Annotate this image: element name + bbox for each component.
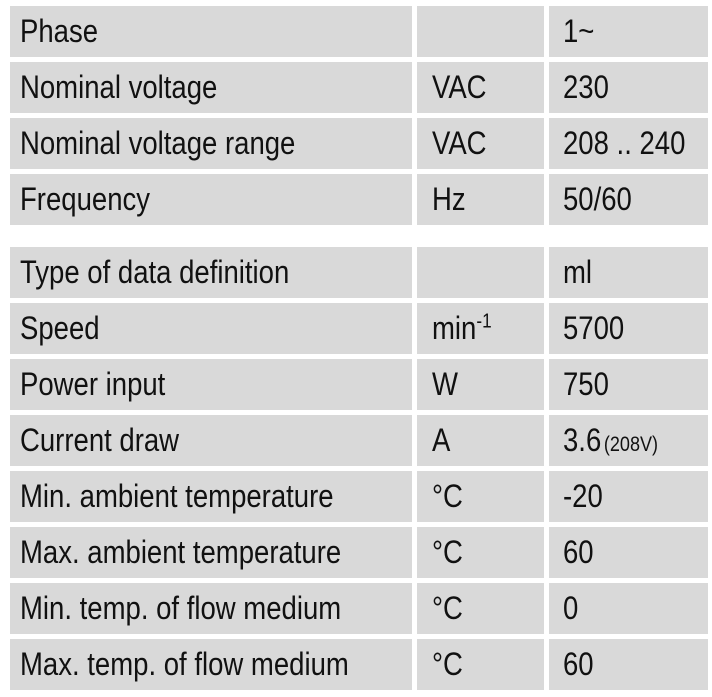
table-row: Max. temp. of flow medium °C 60 [10,639,708,690]
row-value: 750 [549,359,708,410]
unit-text: W [432,366,458,402]
value-main: 3.6 [563,422,602,458]
label-text: Min. ambient temperature [20,478,334,514]
unit-superscript: -1 [476,310,492,333]
value-note: (208V) [603,433,659,456]
row-label: Phase [10,6,412,57]
value-text: 750 [563,366,609,402]
unit-text: min-1 [432,310,492,347]
table-row: Phase 1~ [10,6,708,57]
row-label: Type of data definition [10,247,412,298]
label-text: Speed [20,310,100,346]
table-row: Nominal voltage range VAC 208 .. 240 [10,118,708,169]
row-unit: min-1 [417,303,544,354]
label-text: Nominal voltage [20,69,218,105]
row-label: Nominal voltage [10,62,412,113]
label-text: Type of data definition [20,254,290,290]
table-row: Max. ambient temperature °C 60 [10,527,708,578]
row-value: 5700 [549,303,708,354]
label-text: Nominal voltage range [20,125,296,161]
label-text: Phase [20,13,99,49]
unit-base: min [432,310,477,346]
value-text: ml [563,254,593,290]
row-unit: °C [417,527,544,578]
table-row: Min. ambient temperature °C -20 [10,471,708,522]
value-text: 60 [563,534,594,570]
row-label: Min. temp. of flow medium [10,583,412,634]
row-label: Max. temp. of flow medium [10,639,412,690]
value-text: 5700 [563,310,625,346]
value-text: 208 .. 240 [563,125,686,161]
value-text: 60 [563,646,594,682]
row-value: 3.6 (208V) [549,415,708,466]
value-text: -20 [563,478,603,514]
row-value: 60 [549,639,708,690]
value-text: 3.6 (208V) [563,422,658,459]
table-row: Power input W 750 [10,359,708,410]
label-text: Current draw [20,422,180,458]
table-row: Nominal voltage VAC 230 [10,62,708,113]
row-unit: A [417,415,544,466]
row-label: Speed [10,303,412,354]
row-label: Power input [10,359,412,410]
row-value: 50/60 [549,174,708,225]
row-value: 230 [549,62,708,113]
row-label: Frequency [10,174,412,225]
table-row: Min. temp. of flow medium °C 0 [10,583,708,634]
row-unit [417,247,544,298]
row-label: Current draw [10,415,412,466]
row-value: ml [549,247,708,298]
label-text: Max. temp. of flow medium [20,646,349,682]
unit-text: Hz [432,181,466,217]
unit-text: °C [432,646,463,682]
row-unit: °C [417,639,544,690]
label-text: Min. temp. of flow medium [20,590,342,626]
row-unit: Hz [417,174,544,225]
performance-data-table: Type of data definition ml Speed min-1 5… [10,247,708,690]
unit-text: VAC [432,125,487,161]
table-row: Speed min-1 5700 [10,303,708,354]
row-unit: °C [417,583,544,634]
unit-text: °C [432,590,463,626]
row-value: 60 [549,527,708,578]
unit-text: °C [432,534,463,570]
row-unit: °C [417,471,544,522]
value-text: 230 [563,69,609,105]
row-label: Min. ambient temperature [10,471,412,522]
electrical-data-table: Phase 1~ Nominal voltage VAC 230 Nominal… [10,6,708,225]
row-label: Nominal voltage range [10,118,412,169]
row-unit: W [417,359,544,410]
row-label: Max. ambient temperature [10,527,412,578]
value-text: 1~ [563,13,595,49]
label-text: Max. ambient temperature [20,534,342,570]
row-unit: VAC [417,118,544,169]
row-value: -20 [549,471,708,522]
table-row: Type of data definition ml [10,247,708,298]
row-unit [417,6,544,57]
unit-text: A [432,422,451,458]
unit-text: VAC [432,69,487,105]
table-row: Current draw A 3.6 (208V) [10,415,708,466]
label-text: Frequency [20,181,151,217]
row-unit: VAC [417,62,544,113]
unit-text: °C [432,478,463,514]
row-value: 208 .. 240 [549,118,708,169]
row-value: 0 [549,583,708,634]
row-value: 1~ [549,6,708,57]
table-row: Frequency Hz 50/60 [10,174,708,225]
value-text: 50/60 [563,181,632,217]
label-text: Power input [20,366,166,402]
value-text: 0 [563,590,579,626]
